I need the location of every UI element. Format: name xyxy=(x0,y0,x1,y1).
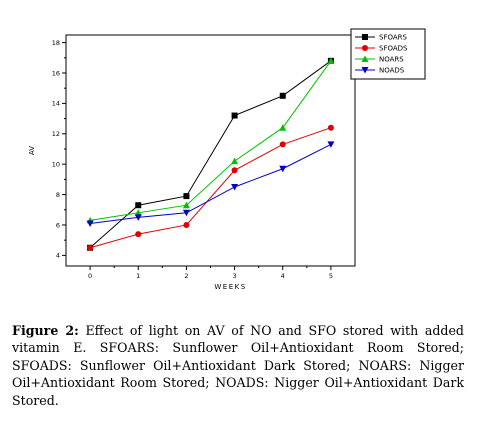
data-point-sfoads xyxy=(135,231,142,238)
y-tick-label: 8 xyxy=(56,191,60,199)
data-point-sfoars xyxy=(183,193,190,200)
y-tick-label: 4 xyxy=(56,252,60,260)
data-point-sfoars xyxy=(279,92,286,99)
data-point-noads xyxy=(279,165,287,173)
data-point-sfoads xyxy=(279,141,286,148)
series-line-sfoads xyxy=(89,127,332,249)
y-axis-label: AV xyxy=(28,146,36,155)
data-point-noads xyxy=(182,209,190,217)
data-point-noars xyxy=(231,157,239,165)
x-axis-label: WEEKS xyxy=(214,283,246,291)
y-tick-label: 12 xyxy=(52,130,60,138)
x-tick-label: 5 xyxy=(329,272,333,280)
x-tick-label: 0 xyxy=(88,272,92,280)
legend-label-noads: NOADS xyxy=(379,67,405,75)
legend-label-sfoars: SFOARS xyxy=(379,34,408,42)
data-point-sfoars xyxy=(135,202,142,209)
legend-label-noars: NOARS xyxy=(379,56,404,64)
x-tick-label: 2 xyxy=(184,272,188,280)
y-tick-label: 18 xyxy=(52,39,60,47)
x-tick-label: 1 xyxy=(136,272,140,280)
series-line-sfoars xyxy=(89,60,332,249)
data-point-noars xyxy=(327,57,335,64)
data-point-noads xyxy=(231,183,239,191)
figure-caption: Figure 2: Effect of light on AV of NO an… xyxy=(12,322,464,409)
series-line-noads xyxy=(90,143,332,224)
x-tick-label: 3 xyxy=(233,272,237,280)
legend-label-sfoads: SFOADS xyxy=(379,45,408,53)
caption-text: Effect of light on AV of NO and SFO stor… xyxy=(12,323,464,408)
y-tick-label: 16 xyxy=(52,69,60,77)
legend-marker-sfoars xyxy=(362,34,368,40)
data-point-noads xyxy=(86,220,94,227)
data-point-noars xyxy=(279,124,287,131)
y-tick-label: 10 xyxy=(52,160,60,168)
data-point-sfoads xyxy=(231,167,238,174)
data-point-noads xyxy=(134,214,142,221)
y-tick-label: 14 xyxy=(52,100,60,108)
data-point-sfoads xyxy=(183,221,190,228)
legend-marker-noars xyxy=(361,55,369,62)
legend-marker-noads xyxy=(361,67,369,74)
legend-marker-sfoads xyxy=(362,45,368,51)
data-point-sfoads xyxy=(87,244,94,251)
y-tick-label: 6 xyxy=(56,221,60,229)
series-line-noars xyxy=(90,60,332,221)
data-point-noars xyxy=(134,209,142,216)
caption-label: Figure 2: xyxy=(12,323,79,338)
data-point-noads xyxy=(327,141,335,148)
x-tick-label: 4 xyxy=(281,272,285,280)
data-point-noars xyxy=(182,201,190,209)
data-point-sfoars xyxy=(231,112,238,119)
data-point-sfoads xyxy=(327,124,334,131)
